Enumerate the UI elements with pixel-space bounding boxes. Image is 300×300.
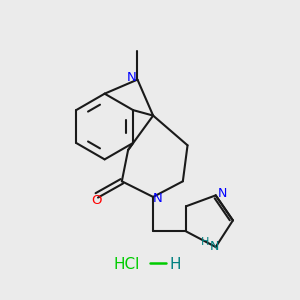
Text: HCl: HCl	[113, 257, 140, 272]
Text: O: O	[92, 194, 102, 208]
Text: N: N	[209, 241, 219, 254]
Text: H: H	[169, 257, 181, 272]
Text: N: N	[218, 187, 227, 200]
Text: N: N	[153, 192, 163, 205]
Text: H: H	[201, 237, 209, 247]
Text: N: N	[127, 70, 137, 84]
